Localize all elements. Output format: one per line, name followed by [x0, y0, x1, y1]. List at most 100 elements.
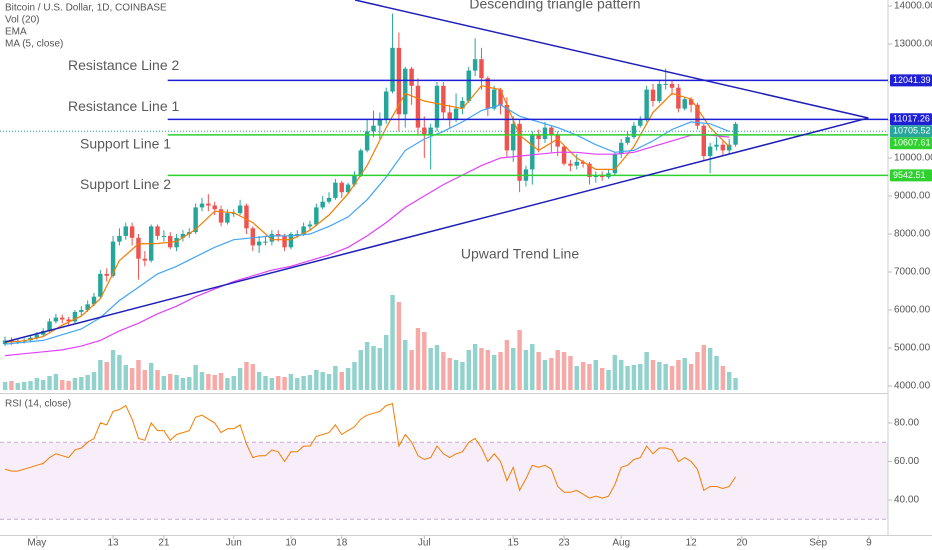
rsi-tick-label: 80.00 — [894, 418, 919, 429]
candle-body — [453, 108, 459, 121]
volume-bar — [663, 364, 668, 390]
level-label: Resistance Line 2 — [68, 57, 180, 73]
volume-bar — [15, 383, 21, 390]
volume-bar — [441, 352, 446, 390]
volume-bar — [136, 360, 141, 390]
candle-body — [530, 135, 535, 170]
volume-bar — [593, 360, 599, 390]
candle-body — [682, 99, 687, 109]
candle-body — [225, 213, 230, 223]
candle-body — [485, 78, 491, 109]
candle-body — [2, 340, 8, 345]
x-tick-label: 18 — [336, 538, 348, 549]
price-badge — [890, 113, 932, 126]
volume-bar — [631, 365, 637, 390]
candle-body — [123, 226, 128, 236]
candle-body — [168, 235, 173, 248]
x-tick-label: 20 — [736, 538, 748, 549]
candle-body — [625, 137, 630, 143]
price-badge-label: 11017.26 — [893, 114, 930, 124]
candle-body — [650, 89, 656, 102]
candle-body — [72, 311, 78, 322]
volume-bar — [250, 364, 256, 390]
volume-bar — [669, 366, 675, 390]
volume-bar — [28, 381, 33, 390]
volume-bar — [168, 374, 173, 390]
volume-bar — [187, 377, 192, 390]
volume-bar — [574, 366, 579, 390]
volume-bar — [225, 378, 230, 390]
price-badge-label: 10607.61 — [893, 138, 931, 148]
candle-body — [587, 163, 592, 178]
price-badge-label: 12041.39 — [893, 75, 931, 85]
candle-body — [269, 234, 275, 242]
candle-body — [714, 144, 719, 147]
candle-body — [491, 89, 497, 109]
volume-bar — [695, 352, 700, 390]
indicator-line — [5, 104, 730, 345]
volume-bar — [599, 368, 605, 390]
candle-body — [66, 319, 71, 322]
y-tick-label: 8000.00 — [894, 229, 931, 240]
candle-body — [460, 101, 465, 109]
volume-bar — [199, 372, 205, 390]
price-badge — [890, 74, 932, 87]
volume-bar — [193, 365, 198, 390]
x-tick-label: Sep — [809, 538, 827, 549]
volume-bar — [549, 358, 554, 390]
candle-body — [231, 213, 236, 215]
volume-bar — [491, 355, 497, 390]
volume-bar — [206, 374, 211, 390]
candle-body — [561, 146, 567, 164]
candle-body — [155, 226, 160, 236]
volume-bar — [98, 360, 103, 390]
candle-body — [364, 131, 370, 151]
candle-body — [434, 85, 440, 128]
candle-body — [263, 241, 268, 243]
candle-body — [542, 127, 548, 140]
volume-bar — [479, 348, 484, 390]
candle-body — [638, 120, 643, 126]
y-tick-label: 5000.00 — [894, 343, 931, 354]
level-label: Support Line 1 — [80, 136, 171, 152]
volume-bar — [72, 378, 78, 390]
volume-bar — [472, 344, 478, 390]
volume-bar — [333, 366, 338, 390]
volume-bar — [47, 376, 52, 390]
candle-body — [98, 273, 103, 297]
candle-body — [345, 184, 351, 193]
volume-bar — [352, 362, 357, 390]
candle-body — [390, 47, 395, 92]
candle-body — [580, 161, 586, 164]
candle-body — [333, 182, 338, 198]
volume-bar — [66, 381, 71, 390]
volume-bar — [580, 362, 586, 390]
volume-bar — [53, 374, 59, 390]
candle-body — [174, 237, 179, 248]
y-tick-label: 13000.00 — [894, 39, 932, 50]
volume-bar — [542, 360, 548, 390]
candle-body — [47, 321, 52, 331]
candle-body — [479, 59, 484, 79]
volume-bar — [212, 375, 217, 390]
volume-bar — [275, 376, 281, 390]
volume-bar — [314, 370, 319, 390]
volume-bar — [364, 342, 370, 390]
volume-bar — [237, 368, 243, 390]
candle-body — [206, 203, 211, 206]
volume-bar — [2, 382, 8, 390]
candle-body — [218, 209, 224, 223]
volume-bar — [657, 362, 662, 390]
volume-bar — [676, 360, 681, 390]
volume-bar — [295, 378, 300, 390]
volume-bar — [606, 370, 611, 390]
volume-bar — [79, 377, 84, 390]
candle-body — [129, 226, 135, 238]
y-tick-label: 4000.00 — [894, 381, 931, 392]
volume-bar — [612, 355, 618, 390]
volume-bar — [688, 364, 694, 390]
candle-body — [403, 68, 408, 115]
volume-bar — [345, 368, 351, 390]
x-tick-label: 12 — [686, 538, 698, 549]
